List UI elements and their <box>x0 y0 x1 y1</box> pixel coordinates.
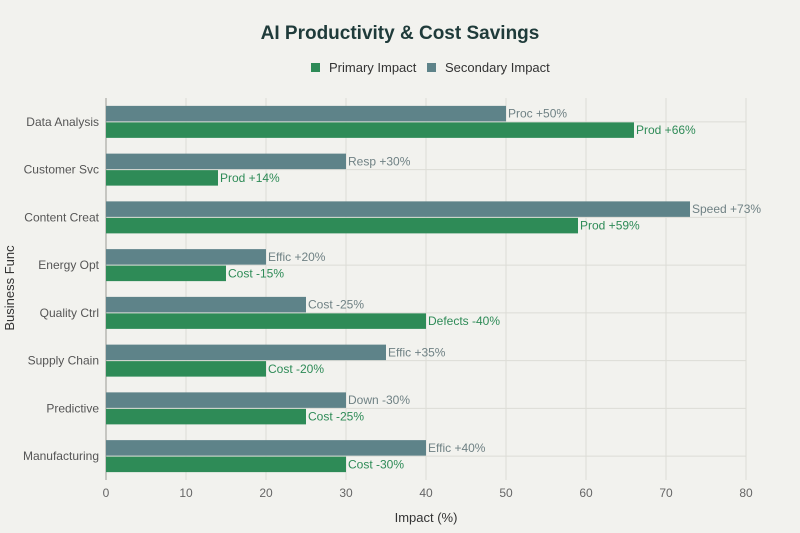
grid <box>105 98 747 480</box>
data-label-secondary: Resp +30% <box>348 154 411 168</box>
bar-secondary <box>106 153 346 170</box>
x-tick-label: 80 <box>739 486 753 500</box>
bar-primary <box>106 361 266 377</box>
bar-secondary <box>106 105 506 122</box>
legend: Primary Impact Secondary Impact <box>311 60 550 75</box>
bar-secondary <box>106 296 306 313</box>
bar-secondary <box>106 392 346 408</box>
chart-title: AI Productivity & Cost Savings <box>261 23 540 44</box>
x-tick-label: 40 <box>419 486 433 500</box>
legend-label-primary: Primary Impact <box>329 60 417 75</box>
y-category-label: Predictive <box>46 401 99 415</box>
bar-secondary <box>106 344 386 361</box>
bar-secondary <box>106 440 426 456</box>
bar-secondary <box>106 249 266 265</box>
legend-swatch-primary <box>311 63 320 72</box>
data-label-secondary: Effic +20% <box>268 250 326 264</box>
data-label-secondary: Proc +50% <box>508 107 567 121</box>
data-label-primary: Cost -20% <box>268 362 324 376</box>
y-category-label: Supply Chain <box>28 354 99 368</box>
x-tick-label: 70 <box>659 486 673 500</box>
y-categories: Data Analysis Customer Svc Content Creat En… <box>23 115 100 463</box>
bar-secondary <box>106 201 690 217</box>
y-category-label: Customer Svc <box>24 163 99 177</box>
legend-swatch-secondary <box>427 63 436 72</box>
data-label-primary: Prod +14% <box>220 171 280 185</box>
x-tick-label: 20 <box>259 486 273 500</box>
data-label-secondary: Effic +35% <box>388 345 446 359</box>
y-category-label: Quality Ctrl <box>40 306 99 320</box>
bar-primary <box>106 265 226 282</box>
y-category-label: Energy Opt <box>38 258 99 272</box>
x-tick-label: 30 <box>339 486 353 500</box>
bar-primary <box>106 217 578 234</box>
bar-primary <box>106 313 426 329</box>
x-tick-label: 10 <box>179 486 193 500</box>
legend-label-secondary: Secondary Impact <box>445 60 550 75</box>
data-label-primary: Defects -40% <box>428 314 500 328</box>
data-label-primary: Cost -25% <box>308 410 364 424</box>
data-label-primary: Cost -15% <box>228 266 284 280</box>
y-category-label: Data Analysis <box>26 115 99 129</box>
data-label-primary: Prod +66% <box>636 123 696 137</box>
bar-primary <box>106 408 306 425</box>
y-category-label: Manufacturing <box>23 449 99 463</box>
bars: Proc +50% Prod +66% Resp +30% Prod +14% Spee… <box>106 105 761 473</box>
x-tick-label: 0 <box>103 486 110 500</box>
data-label-secondary: Cost -25% <box>308 298 364 312</box>
x-tick-label: 60 <box>579 486 593 500</box>
y-axis-label: Business Func <box>2 245 17 331</box>
data-label-secondary: Speed +73% <box>692 202 761 216</box>
data-label-primary: Prod +59% <box>580 219 640 233</box>
x-tick-label: 50 <box>499 486 513 500</box>
y-category-label: Content Creat <box>24 210 99 224</box>
data-label-secondary: Effic +40% <box>428 441 486 455</box>
x-axis-label: Impact (%) <box>395 510 458 525</box>
data-label-primary: Cost -30% <box>348 457 404 471</box>
data-label-secondary: Down -30% <box>348 393 410 407</box>
bar-primary <box>106 170 218 186</box>
x-ticks: 0 10 20 30 40 50 60 70 80 <box>103 486 753 500</box>
bar-primary <box>106 122 634 138</box>
bar-primary <box>106 456 346 473</box>
